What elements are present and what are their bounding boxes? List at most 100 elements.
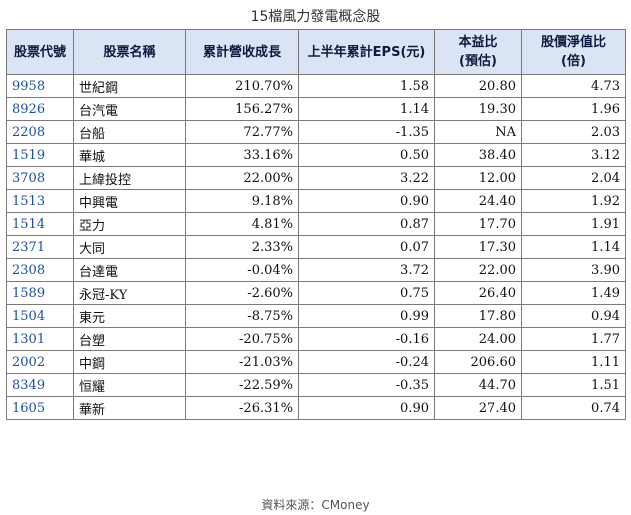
- pb-ratio-cell: 3.90: [521, 258, 626, 282]
- eps-cell: 1.58: [298, 74, 435, 98]
- header-line: 股票名稱: [103, 44, 156, 60]
- pe-ratio-cell: 24.40: [434, 189, 522, 213]
- stock-name-cell: 亞力: [73, 212, 186, 236]
- stock-code-cell: 1514: [6, 212, 74, 236]
- stock-name-cell: 東元: [73, 304, 186, 328]
- header-line: 股價淨值比: [540, 35, 606, 50]
- table-body: 9958 世紀鋼 210.70% 1.58 20.80 4.73 8926 台汽電 156.27…: [6, 74, 626, 420]
- stock-name-cell: 台達電: [73, 258, 186, 282]
- stock-code-cell: 2371: [6, 235, 74, 259]
- pb-ratio-cell: 0.74: [521, 396, 626, 420]
- stock-code-cell: 8349: [6, 373, 74, 397]
- table-row: 1514 亞力 4.81% 0.87 17.70 1.91: [6, 212, 626, 236]
- revenue-growth-cell: -22.59%: [185, 373, 299, 397]
- header-stock-code: 股票代號: [6, 29, 74, 75]
- eps-cell: 0.90: [298, 189, 435, 213]
- stock-name-cell: 上緯投控: [73, 166, 186, 190]
- pb-ratio-cell: 1.91: [521, 212, 626, 236]
- eps-cell: 0.75: [298, 281, 435, 305]
- eps-cell: 0.87: [298, 212, 435, 236]
- pe-ratio-cell: NA: [434, 120, 522, 144]
- pb-ratio-cell: 2.04: [521, 166, 626, 190]
- table-row: 2002 中鋼 -21.03% -0.24 206.60 1.11: [6, 350, 626, 374]
- table-row: 9958 世紀鋼 210.70% 1.58 20.80 4.73: [6, 74, 626, 98]
- header-line: 上半年累計EPS(元): [307, 44, 426, 60]
- pe-ratio-cell: 12.00: [434, 166, 522, 190]
- pb-ratio-cell: 1.51: [521, 373, 626, 397]
- pe-ratio-cell: 38.40: [434, 143, 522, 167]
- pe-ratio-cell: 19.30: [434, 97, 522, 121]
- pb-ratio-cell: 1.49: [521, 281, 626, 305]
- pb-ratio-cell: 4.73: [521, 74, 626, 98]
- stock-name-cell: 世紀鋼: [73, 74, 186, 98]
- revenue-growth-cell: -26.31%: [185, 396, 299, 420]
- revenue-growth-cell: 72.77%: [185, 120, 299, 144]
- eps-cell: -0.35: [298, 373, 435, 397]
- stock-name-cell: 大同: [73, 235, 186, 259]
- stock-name-cell: 台塑: [73, 327, 186, 351]
- pe-ratio-cell: 206.60: [434, 350, 522, 374]
- revenue-growth-cell: -0.04%: [185, 258, 299, 282]
- table-row: 3708 上緯投控 22.00% 3.22 12.00 2.04: [6, 166, 626, 190]
- eps-cell: -1.35: [298, 120, 435, 144]
- table-row: 8349 恒耀 -22.59% -0.35 44.70 1.51: [6, 373, 626, 397]
- header-line-sub: (倍): [561, 54, 586, 69]
- stock-name-cell: 永冠-KY: [73, 281, 186, 305]
- stock-code-cell: 1504: [6, 304, 74, 328]
- header-pe-ratio: 本益比 (預估): [434, 29, 522, 75]
- stock-name-cell: 恒耀: [73, 373, 186, 397]
- revenue-growth-cell: -20.75%: [185, 327, 299, 351]
- eps-cell: 3.22: [298, 166, 435, 190]
- table-row: 2208 台船 72.77% -1.35 NA 2.03: [6, 120, 626, 144]
- table-header-row: 股票代號 股票名稱 累計營收成長 上半年累計EPS(元) 本益比 (預估) 股價…: [6, 29, 626, 75]
- table-row: 8926 台汽電 156.27% 1.14 19.30 1.96: [6, 97, 626, 121]
- stock-code-cell: 1605: [6, 396, 74, 420]
- table-row: 1589 永冠-KY -2.60% 0.75 26.40 1.49: [6, 281, 626, 305]
- eps-cell: 0.07: [298, 235, 435, 259]
- pe-ratio-cell: 24.00: [434, 327, 522, 351]
- stock-name-cell: 華城: [73, 143, 186, 167]
- pe-ratio-cell: 17.70: [434, 212, 522, 236]
- stock-code-cell: 1513: [6, 189, 74, 213]
- data-source: 資料來源：CMoney: [261, 498, 370, 512]
- revenue-growth-cell: 4.81%: [185, 212, 299, 236]
- table-row: 1605 華新 -26.31% 0.90 27.40 0.74: [6, 396, 626, 420]
- stock-name-cell: 華新: [73, 396, 186, 420]
- stock-code-cell: 2002: [6, 350, 74, 374]
- pb-ratio-cell: 1.96: [521, 97, 626, 121]
- stock-name-cell: 台船: [73, 120, 186, 144]
- stock-code-cell: 1589: [6, 281, 74, 305]
- table-row: 1504 東元 -8.75% 0.99 17.80 0.94: [6, 304, 626, 328]
- stock-code-cell: 1519: [6, 143, 74, 167]
- revenue-growth-cell: 22.00%: [185, 166, 299, 190]
- eps-cell: 3.72: [298, 258, 435, 282]
- header-eps: 上半年累計EPS(元): [298, 29, 435, 75]
- header-stock-name: 股票名稱: [73, 29, 186, 75]
- header-line: 累計營收成長: [202, 44, 281, 60]
- revenue-growth-cell: 156.27%: [185, 97, 299, 121]
- revenue-growth-cell: 210.70%: [185, 74, 299, 98]
- pe-ratio-cell: 27.40: [434, 396, 522, 420]
- eps-cell: -0.16: [298, 327, 435, 351]
- header-line: 本益比: [458, 35, 498, 50]
- pe-ratio-cell: 44.70: [434, 373, 522, 397]
- eps-cell: 0.50: [298, 143, 435, 167]
- revenue-growth-cell: 2.33%: [185, 235, 299, 259]
- stock-code-cell: 8926: [6, 97, 74, 121]
- pb-ratio-cell: 3.12: [521, 143, 626, 167]
- stock-code-cell: 2208: [6, 120, 74, 144]
- eps-cell: 0.90: [298, 396, 435, 420]
- table-row: 2308 台達電 -0.04% 3.72 22.00 3.90: [6, 258, 626, 282]
- pb-ratio-cell: 1.11: [521, 350, 626, 374]
- pb-ratio-cell: 0.94: [521, 304, 626, 328]
- header-line-sub: (預估): [459, 54, 497, 69]
- header-revenue-growth: 累計營收成長: [185, 29, 299, 75]
- table-row: 1519 華城 33.16% 0.50 38.40 3.12: [6, 143, 626, 167]
- stock-code-cell: 9958: [6, 74, 74, 98]
- eps-cell: -0.24: [298, 350, 435, 374]
- table-row: 1513 中興電 9.18% 0.90 24.40 1.92: [6, 189, 626, 213]
- stock-code-cell: 3708: [6, 166, 74, 190]
- stock-table: 股票代號 股票名稱 累計營收成長 上半年累計EPS(元) 本益比 (預估) 股價…: [6, 29, 626, 420]
- eps-cell: 0.99: [298, 304, 435, 328]
- pe-ratio-cell: 26.40: [434, 281, 522, 305]
